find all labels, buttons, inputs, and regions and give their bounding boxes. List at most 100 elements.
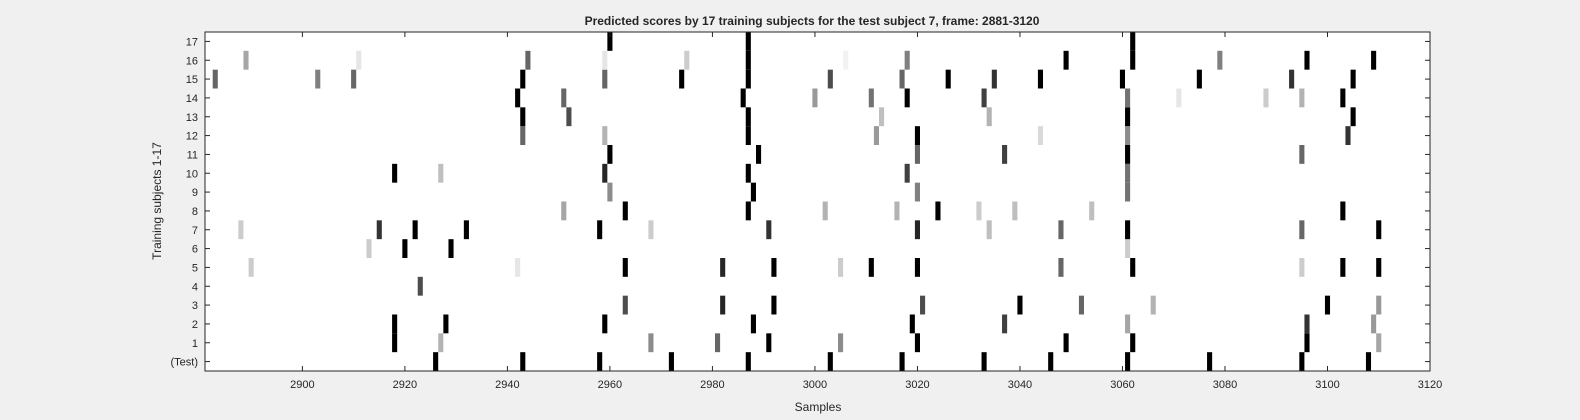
heatmap-cell xyxy=(412,220,418,240)
heatmap-cell xyxy=(1130,32,1136,51)
heatmap-cell xyxy=(597,220,603,240)
heatmap-cell xyxy=(1299,258,1305,277)
y-tick-label: 7 xyxy=(192,225,198,237)
heatmap-cell xyxy=(745,69,751,89)
heatmap-cell xyxy=(1089,201,1095,221)
heatmap-cell xyxy=(520,107,526,127)
heatmap-cell xyxy=(1304,50,1310,70)
heatmap-cell xyxy=(1350,69,1356,89)
heatmap-cell xyxy=(914,220,920,240)
heatmap-cell xyxy=(991,69,997,89)
heatmap-cell xyxy=(766,333,772,353)
heatmap-cell xyxy=(745,107,751,127)
heatmap-cell xyxy=(868,258,874,277)
heatmap-cell xyxy=(976,201,982,221)
heatmap-cell xyxy=(745,163,751,183)
x-tick-label: 3100 xyxy=(1315,379,1339,391)
heatmap-cell xyxy=(356,50,362,70)
heatmap-cell xyxy=(438,163,444,183)
heatmap-cell xyxy=(986,107,992,127)
heatmap-cell xyxy=(1376,258,1382,277)
heatmap-cell xyxy=(520,126,526,145)
heatmap-cell xyxy=(745,32,751,51)
heatmap-cell xyxy=(392,314,398,334)
heatmap-cell xyxy=(1176,88,1182,108)
heatmap-cell xyxy=(1299,145,1305,164)
heatmap-cell xyxy=(935,201,941,221)
heatmap-cell xyxy=(602,314,608,334)
heatmap-cell xyxy=(602,163,608,183)
heatmap-cell xyxy=(520,69,526,89)
heatmap-cell xyxy=(566,107,572,127)
heatmap-cell xyxy=(622,258,628,277)
heatmap-cell xyxy=(443,314,449,334)
heatmap-cell xyxy=(351,69,357,89)
heatmap-cell xyxy=(1002,145,1008,164)
heatmap-cell xyxy=(843,50,849,70)
heatmap-cell xyxy=(1125,352,1131,371)
y-tick-label: 3 xyxy=(192,300,198,312)
heatmap-cell xyxy=(771,295,777,315)
x-tick-label: 3080 xyxy=(1213,379,1237,391)
y-tick-label: 5 xyxy=(192,262,198,274)
heatmap-cell xyxy=(602,126,608,145)
x-tick-label: 3120 xyxy=(1418,379,1442,391)
heatmap-cell xyxy=(1150,295,1156,315)
heatmap-cell xyxy=(756,145,762,164)
heatmap-cell xyxy=(392,333,398,353)
heatmap-cell xyxy=(894,201,900,221)
heatmap-cell xyxy=(1207,352,1213,371)
heatmap-cell xyxy=(920,295,926,315)
y-tick-label: 10 xyxy=(186,168,198,180)
plot-frame xyxy=(204,31,1431,372)
heatmap-cell xyxy=(909,314,915,334)
heatmap-cell xyxy=(1017,295,1023,315)
x-tick-label: 2900 xyxy=(290,379,314,391)
y-tick-label: 16 xyxy=(186,55,198,67)
heatmap-cell xyxy=(1304,314,1310,334)
heatmap-cell xyxy=(1130,258,1136,277)
heatmap-cell xyxy=(402,239,408,258)
heatmap-cell xyxy=(1371,50,1377,70)
x-tick-label: 2960 xyxy=(598,379,622,391)
heatmap-cell xyxy=(1376,220,1382,240)
heatmap-cell xyxy=(899,352,905,371)
heatmap-cell xyxy=(1012,201,1018,221)
heatmap-cells xyxy=(212,32,1382,371)
heatmap-cell xyxy=(899,69,905,89)
heatmap-cell xyxy=(366,239,372,258)
heatmap-cell xyxy=(1058,220,1064,240)
heatmap-cell xyxy=(1299,352,1305,371)
heatmap-cell xyxy=(1376,333,1382,353)
heatmap-cell xyxy=(838,258,844,277)
heatmap-cell xyxy=(668,352,674,371)
heatmap-cell xyxy=(981,88,987,108)
heatmap-cell xyxy=(561,88,567,108)
y-axis-label: Training subjects 1-17 xyxy=(150,142,164,260)
x-axis-label: Samples xyxy=(795,400,842,414)
heatmap-cell xyxy=(904,163,910,183)
heatmap-cell xyxy=(1125,314,1131,334)
heatmap-cell xyxy=(1063,333,1069,353)
heatmap-cell xyxy=(1125,220,1131,240)
heatmap-cell xyxy=(1196,69,1202,89)
heatmap-cell xyxy=(1130,333,1136,353)
heatmap-cell xyxy=(1002,314,1008,334)
y-tick-label: 12 xyxy=(186,131,198,143)
plot-area xyxy=(205,32,1430,371)
heatmap-cell xyxy=(433,352,439,371)
heatmap-cell xyxy=(981,352,987,371)
heatmap-cell xyxy=(1289,69,1295,89)
heatmap-cell xyxy=(602,69,608,89)
heatmap-cell xyxy=(914,258,920,277)
y-tick-label: 1 xyxy=(192,338,198,350)
heatmap-cell xyxy=(1125,145,1131,164)
heatmap-cell xyxy=(914,145,920,164)
heatmap-cell xyxy=(1058,258,1064,277)
heatmap-cell xyxy=(745,201,751,221)
heatmap-cell xyxy=(827,352,833,371)
x-tick-label: 2980 xyxy=(700,379,724,391)
heatmap-cell xyxy=(1125,88,1131,108)
heatmap-cell xyxy=(392,163,398,183)
